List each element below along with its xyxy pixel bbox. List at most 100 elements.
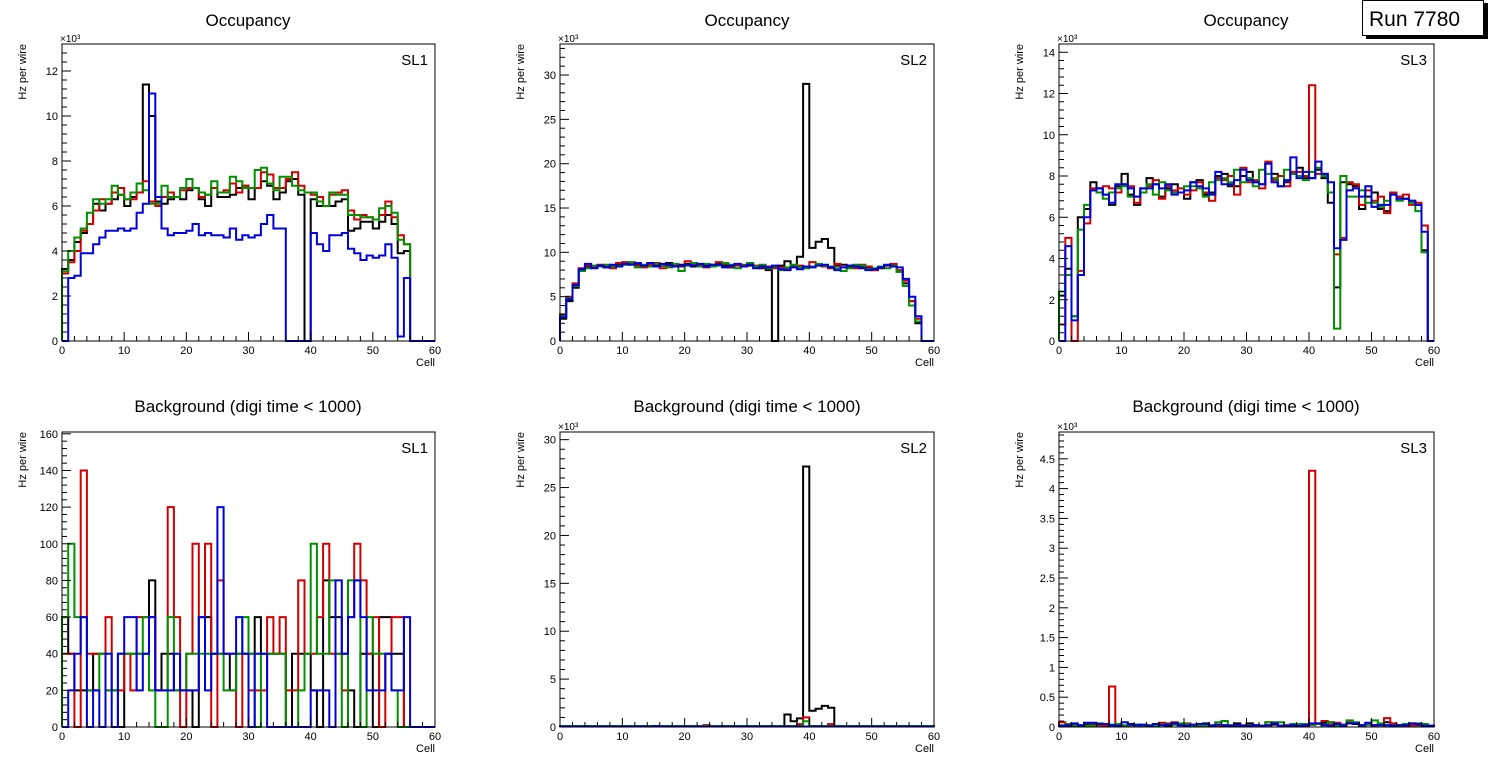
x-tick-label: 10 bbox=[616, 731, 628, 743]
histogram-pad-6: Background (digi time < 1000) SL3 Cell Hz p… bbox=[1014, 397, 1440, 755]
x-tick-label: 60 bbox=[1428, 731, 1440, 743]
y-tick-label: 2 bbox=[52, 291, 58, 303]
y-axis-exponent: ×10³ bbox=[1057, 34, 1078, 45]
x-tick-label: 10 bbox=[1115, 345, 1127, 357]
chart-title: Occupancy bbox=[1203, 11, 1289, 30]
y-tick-label: 140 bbox=[40, 465, 58, 477]
x-tick-label: 40 bbox=[803, 345, 815, 357]
y-tick-label: 0.5 bbox=[1040, 692, 1055, 704]
y-tick-label: 14 bbox=[1043, 47, 1055, 59]
y-tick-label: 12 bbox=[1043, 89, 1055, 101]
pad-label: SL3 bbox=[1400, 440, 1427, 457]
y-axis-exponent: ×10³ bbox=[558, 422, 579, 433]
x-tick-label: 20 bbox=[1178, 731, 1190, 743]
y-tick-label: 4.5 bbox=[1040, 454, 1055, 466]
y-tick-label: 0 bbox=[1049, 722, 1055, 734]
y-tick-label: 0 bbox=[52, 336, 58, 348]
y-axis-exponent: ×10³ bbox=[1057, 422, 1078, 433]
chart-title: Background (digi time < 1000) bbox=[134, 397, 361, 416]
y-tick-label: 4 bbox=[1049, 254, 1055, 266]
y-tick-label: 6 bbox=[52, 201, 58, 213]
x-tick-label: 40 bbox=[1303, 731, 1315, 743]
y-tick-label: 30 bbox=[544, 70, 556, 82]
y-tick-label: 4 bbox=[52, 246, 58, 258]
y-tick-label: 1 bbox=[1049, 662, 1055, 674]
x-tick-label: 10 bbox=[118, 731, 130, 743]
y-tick-label: 6 bbox=[1049, 212, 1055, 224]
plot-frame bbox=[559, 431, 935, 728]
y-tick-label: 10 bbox=[544, 247, 556, 259]
x-tick-label: 0 bbox=[1056, 731, 1062, 743]
y-axis-exponent: ×10³ bbox=[60, 34, 81, 45]
histogram-pad-5: Background (digi time < 1000) SL2 Cell Hz p… bbox=[515, 397, 940, 755]
y-tick-label: 8 bbox=[1049, 171, 1055, 183]
x-tick-label: 30 bbox=[242, 731, 254, 743]
y-tick-label: 3.5 bbox=[1040, 513, 1055, 525]
chart-title: Occupancy bbox=[205, 11, 291, 30]
x-axis-label: Cell bbox=[1415, 357, 1434, 369]
y-tick-label: 3 bbox=[1049, 543, 1055, 555]
x-tick-label: 0 bbox=[59, 731, 65, 743]
x-tick-label: 30 bbox=[1240, 345, 1252, 357]
x-tick-label: 50 bbox=[367, 731, 379, 743]
y-tick-label: 2.5 bbox=[1040, 573, 1055, 585]
y-tick-label: 1.5 bbox=[1040, 633, 1055, 645]
x-tick-label: 0 bbox=[59, 345, 65, 357]
x-tick-label: 50 bbox=[1365, 345, 1377, 357]
x-tick-label: 60 bbox=[928, 731, 940, 743]
y-tick-label: 2 bbox=[1049, 295, 1055, 307]
y-tick-label: 20 bbox=[46, 685, 58, 697]
pad-label: SL2 bbox=[900, 52, 927, 69]
x-tick-label: 30 bbox=[1240, 731, 1252, 743]
y-tick-label: 60 bbox=[46, 612, 58, 624]
pad-label: SL3 bbox=[1400, 52, 1427, 69]
y-tick-label: 40 bbox=[46, 649, 58, 661]
series-green-line bbox=[559, 261, 934, 342]
x-tick-label: 10 bbox=[1115, 731, 1127, 743]
y-tick-label: 100 bbox=[40, 539, 58, 551]
x-tick-label: 60 bbox=[429, 731, 441, 743]
series-green-line bbox=[61, 166, 435, 342]
y-axis-label: Hz per wire bbox=[17, 44, 29, 100]
pad-label: SL1 bbox=[401, 440, 428, 457]
x-tick-label: 0 bbox=[557, 345, 563, 357]
y-tick-label: 25 bbox=[544, 483, 556, 495]
series-blue-line bbox=[559, 262, 934, 342]
x-tick-label: 60 bbox=[1428, 345, 1440, 357]
histogram-pad-2: Occupancy SL2 Cell Hz per wire ×10³ 0 10 20 30 40… bbox=[515, 11, 940, 369]
y-tick-label: 20 bbox=[544, 530, 556, 542]
y-tick-label: 8 bbox=[52, 156, 58, 168]
y-axis-label: Hz per wire bbox=[1014, 44, 1026, 100]
y-tick-label: 20 bbox=[544, 159, 556, 171]
x-tick-label: 60 bbox=[429, 345, 441, 357]
chart-title: Background (digi time < 1000) bbox=[633, 397, 860, 416]
y-tick-label: 10 bbox=[1043, 130, 1055, 142]
y-tick-label: 15 bbox=[544, 203, 556, 215]
x-tick-label: 20 bbox=[180, 731, 192, 743]
x-tick-label: 20 bbox=[180, 345, 192, 357]
y-axis-label: Hz per wire bbox=[1014, 432, 1026, 488]
series-black-line bbox=[559, 465, 935, 727]
y-tick-label: 15 bbox=[544, 578, 556, 590]
x-tick-label: 30 bbox=[741, 731, 753, 743]
chart-title: Background (digi time < 1000) bbox=[1132, 397, 1359, 416]
series-red-line bbox=[1058, 469, 1435, 727]
x-tick-label: 60 bbox=[928, 345, 940, 357]
x-tick-label: 40 bbox=[803, 731, 815, 743]
x-tick-label: 20 bbox=[1178, 345, 1190, 357]
y-tick-label: 0 bbox=[550, 336, 556, 348]
x-axis-label: Cell bbox=[915, 743, 934, 755]
x-tick-label: 30 bbox=[741, 345, 753, 357]
x-tick-label: 50 bbox=[367, 345, 379, 357]
x-tick-label: 50 bbox=[1365, 731, 1377, 743]
y-tick-label: 80 bbox=[46, 575, 58, 587]
series-black-line bbox=[559, 82, 934, 342]
x-tick-label: 50 bbox=[866, 731, 878, 743]
y-tick-label: 30 bbox=[544, 435, 556, 447]
x-axis-label: Cell bbox=[915, 357, 934, 369]
run-number-label: Run 7780 bbox=[1362, 0, 1484, 36]
plot-frame bbox=[559, 43, 935, 342]
x-tick-label: 50 bbox=[866, 345, 878, 357]
